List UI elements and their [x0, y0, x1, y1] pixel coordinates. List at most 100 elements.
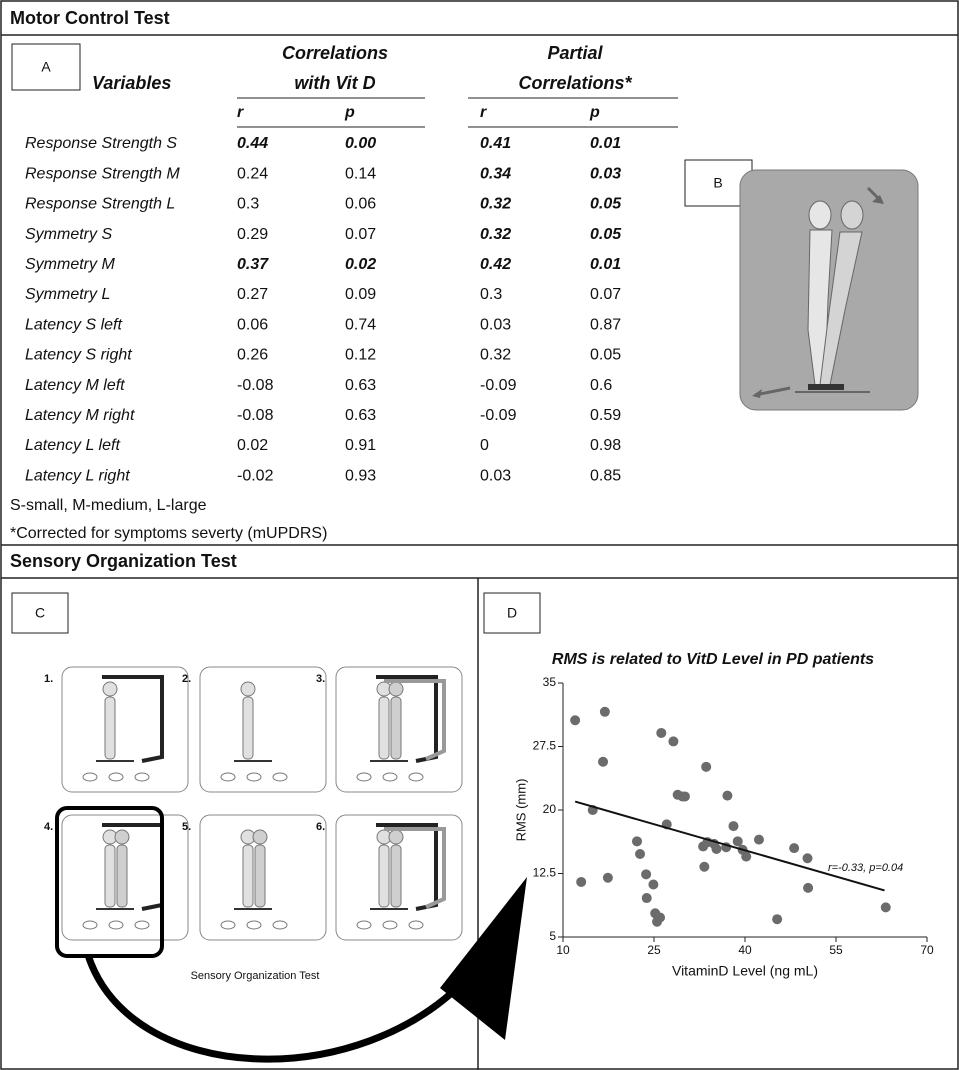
condition: 2.: [182, 667, 326, 792]
table-cell: -0.09: [480, 407, 517, 424]
condition: 4.: [44, 815, 188, 940]
sub-header: p: [344, 104, 355, 121]
x-tick-label: 25: [647, 943, 661, 957]
condition-number: 2.: [182, 673, 191, 685]
table-cell: 0.05: [590, 226, 622, 243]
point: [600, 707, 610, 717]
point: [642, 893, 652, 903]
table-cell: 0.34: [480, 165, 511, 182]
figure-head: [253, 830, 267, 844]
point: [635, 849, 645, 859]
variable-name: Response Strength S: [25, 135, 177, 152]
footnote: *Corrected for symptoms severty (mUPDRS): [10, 525, 327, 542]
column-header: Correlations*: [518, 73, 632, 93]
x-tick-label: 10: [556, 943, 570, 957]
table-cell: -0.08: [237, 407, 274, 424]
table-cell: 0.32: [480, 347, 511, 364]
point: [656, 728, 666, 738]
variable-name: Latency S right: [25, 347, 132, 364]
figure-body: [243, 845, 253, 907]
y-tick-label: 35: [543, 675, 557, 689]
table-cell: 0.24: [237, 165, 268, 182]
point: [728, 821, 738, 831]
y-tick-label: 12.5: [533, 866, 557, 880]
table-cell: 0.63: [345, 377, 376, 394]
figure-body: [391, 697, 401, 759]
x-axis-label: VitaminD Level (ng mL): [672, 963, 818, 979]
sot-conditions: 1.2.3.4.5.6.: [44, 667, 462, 956]
figure-body: [379, 697, 389, 759]
x-tick-label: 55: [829, 943, 843, 957]
section-title: Motor Control Test: [10, 8, 170, 28]
table-cell: 0.29: [237, 226, 268, 243]
condition-number: 1.: [44, 673, 53, 685]
variable-name: Response Strength M: [25, 165, 180, 182]
table-cell: 0.06: [345, 196, 376, 213]
table-cell: 0.06: [237, 316, 268, 333]
point: [733, 836, 743, 846]
x-tick-label: 40: [738, 943, 752, 957]
point: [632, 836, 642, 846]
condition: 3.: [316, 667, 462, 792]
table-cell: 0.26: [237, 347, 268, 364]
figure-body: [117, 845, 127, 907]
table-cell: 0.01: [590, 256, 621, 273]
figure-body: [391, 845, 401, 907]
point: [603, 873, 613, 883]
table-cell: -0.09: [480, 377, 517, 394]
condition-box: [200, 667, 326, 792]
table-cell: 0.6: [590, 377, 612, 394]
column-header: Partial: [547, 43, 603, 63]
table-cell: 0.07: [345, 226, 376, 243]
table-cell: 0.3: [237, 196, 259, 213]
figure-head: [103, 682, 117, 696]
y-axis-label: RMS (mm): [513, 779, 528, 842]
point: [701, 762, 711, 772]
column-header: Correlations: [282, 43, 388, 63]
variable-name: Symmetry S: [25, 226, 112, 243]
condition-number: 4.: [44, 821, 53, 833]
table-cell: 0.12: [345, 347, 376, 364]
point: [576, 877, 586, 887]
table-cell: 0.98: [590, 437, 621, 454]
table-cell: 0.41: [480, 135, 511, 152]
sub-header: r: [480, 104, 487, 121]
table-cell: 0.03: [480, 316, 511, 333]
condition: 6.: [316, 815, 462, 940]
y-tick-label: 20: [543, 802, 557, 816]
figure-body: [379, 845, 389, 907]
table-cell: 0.07: [590, 286, 621, 303]
table-cell: 0.74: [345, 316, 376, 333]
table-cell: 0.03: [480, 467, 511, 484]
table-cell: 0.87: [590, 316, 621, 333]
point: [648, 880, 658, 890]
variable-name: Symmetry L: [25, 286, 110, 303]
point: [803, 883, 813, 893]
trend-line: [575, 802, 884, 891]
point: [678, 791, 688, 801]
figure-head: [241, 682, 255, 696]
point: [598, 757, 608, 767]
variable-name: Latency M left: [25, 377, 125, 394]
table-cell: 0.01: [590, 135, 621, 152]
table-cell: 0.00: [345, 135, 376, 152]
figure-body: [105, 845, 115, 907]
figure-body: [105, 697, 115, 759]
table-cell: 0.85: [590, 467, 621, 484]
condition-number: 6.: [316, 821, 325, 833]
table-cell: 0.91: [345, 437, 376, 454]
sub-header: r: [237, 104, 244, 121]
footnote: S-small, M-medium, L-large: [10, 497, 207, 514]
condition-number: 3.: [316, 673, 325, 685]
table-cell: 0.03: [590, 165, 621, 182]
chart-title: RMS is related to VitD Level in PD patie…: [552, 651, 874, 668]
table-cell: 0.05: [590, 347, 621, 364]
column-header: Variables: [92, 73, 171, 93]
table-cell: -0.02: [237, 467, 274, 484]
condition: 1.: [44, 667, 188, 792]
caption: Sensory Organization Test: [191, 970, 320, 982]
condition-box: [62, 667, 188, 792]
point: [722, 791, 732, 801]
table-cell: 0.3: [480, 286, 502, 303]
